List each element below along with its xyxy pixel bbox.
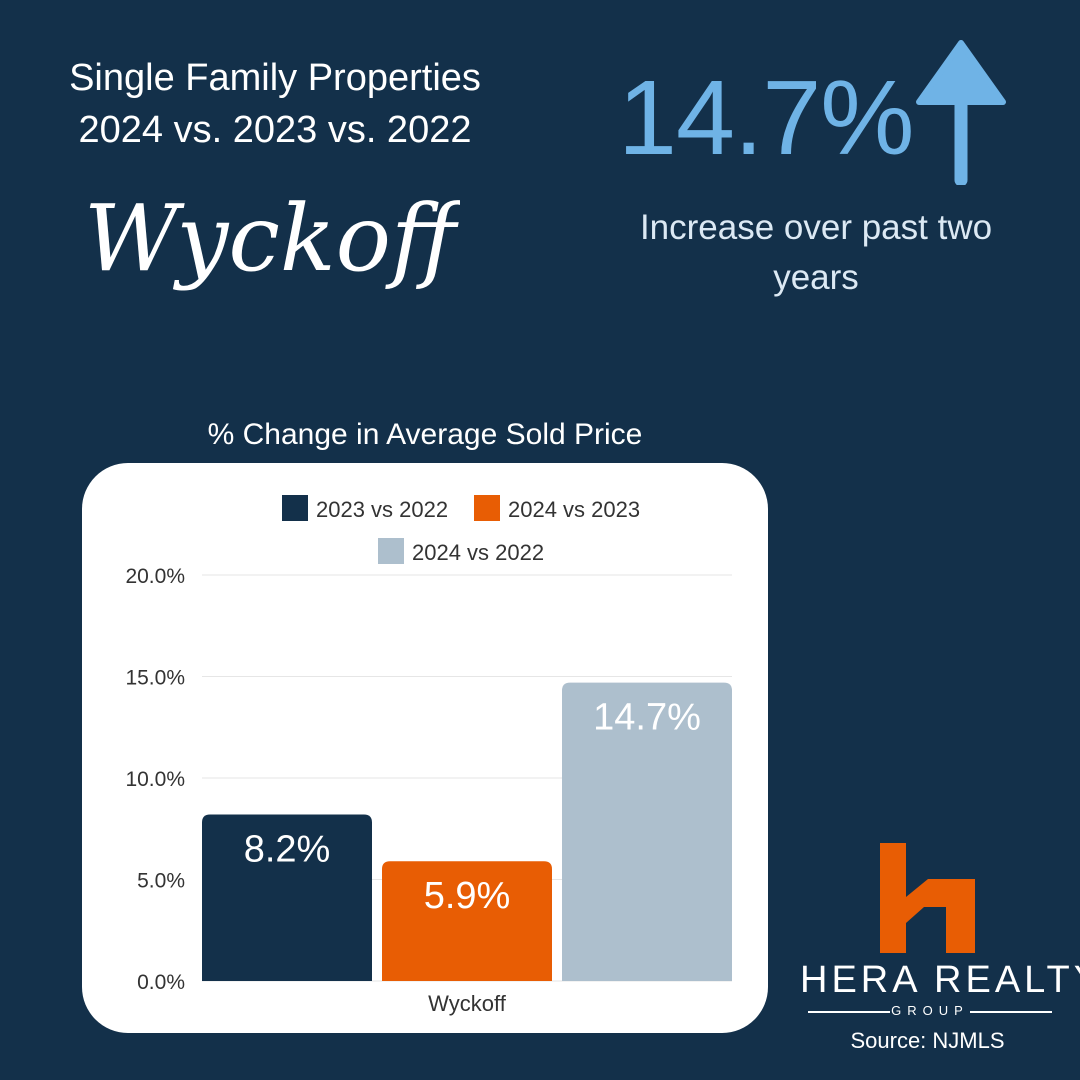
data-label: 8.2%	[244, 829, 331, 871]
legend-swatch	[378, 538, 404, 564]
town-name: Wyckoff	[84, 185, 460, 292]
arrow-up-icon	[916, 40, 1006, 185]
page-title: Single Family Properties 2024 vs. 2023 v…	[30, 52, 520, 156]
y-tick-label: 10.0%	[125, 768, 185, 791]
y-tick-label: 20.0%	[125, 565, 185, 588]
x-category-label: Wyckoff	[428, 991, 507, 1016]
data-label: 5.9%	[424, 875, 511, 917]
logo-name: HERA REALTY	[800, 959, 1080, 1001]
stat-description: Increase over past two years	[639, 208, 993, 297]
title-line-1: Single Family Properties	[69, 57, 481, 99]
legend-label: 2023 vs 2022	[316, 497, 448, 522]
legend-swatch	[474, 495, 500, 521]
legend-swatch	[282, 495, 308, 521]
logo-divider-left	[808, 1011, 890, 1013]
title-line-2: 2024 vs. 2023 vs. 2022	[78, 109, 472, 151]
data-label: 14.7%	[593, 697, 701, 739]
hera-h-logo-icon	[880, 843, 975, 953]
logo-tagline-text: GROUP	[891, 1003, 969, 1018]
bar-2024-vs-2023	[382, 861, 552, 981]
chart-title: % Change in Average Sold Price	[207, 418, 643, 451]
y-tick-label: 0.0%	[137, 971, 185, 994]
bar-2024-vs-2022	[562, 682, 732, 981]
stat-value: 14.7%	[618, 59, 915, 177]
legend-label: 2024 vs 2022	[412, 540, 544, 565]
legend-label: 2024 vs 2023	[508, 497, 640, 522]
logo-divider-right	[970, 1011, 1052, 1013]
bar-chart: 0.0% 5.0% 10.0% 15.0% 20.0% 8.2% 5.9% 14.7% Wyck…	[125, 495, 732, 1016]
town-script-title: Wyckoff	[84, 185, 460, 292]
y-tick-label: 5.0%	[137, 870, 185, 893]
logo-tagline: GROUP	[800, 1002, 1060, 1020]
bar-2023-vs-2022	[202, 814, 372, 981]
source-note: Source: NJMLS	[850, 1028, 1005, 1053]
y-tick-label: 15.0%	[125, 667, 185, 690]
chart-card: 0.0% 5.0% 10.0% 15.0% 20.0% 8.2% 5.9% 14.7% Wyck…	[82, 463, 768, 1033]
